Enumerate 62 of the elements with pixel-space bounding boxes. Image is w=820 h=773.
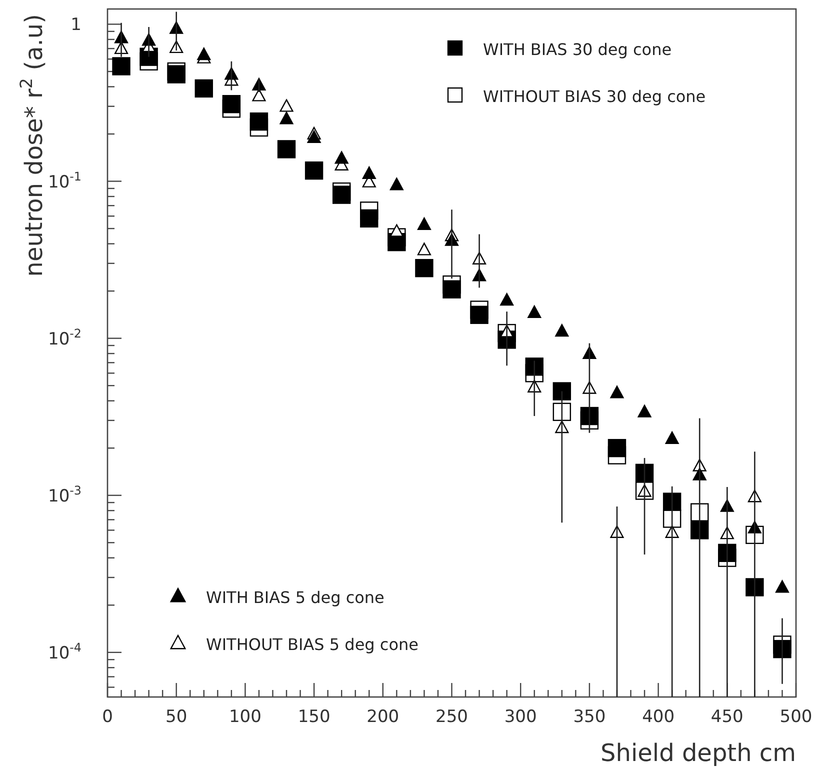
y-tick-label: 10$^{-2}$ <box>48 326 82 350</box>
x-tick-label: 250 <box>436 707 468 727</box>
y-tick-label: 10$^{-3}$ <box>48 483 82 506</box>
point <box>610 386 624 398</box>
point <box>250 112 268 131</box>
x-tick-label: 100 <box>228 707 262 727</box>
x-tick-label: 400 <box>642 707 675 727</box>
point <box>580 406 599 426</box>
point <box>304 161 324 180</box>
x-tick-label: 300 <box>504 707 537 727</box>
point <box>608 438 626 458</box>
x-tick-label: 200 <box>366 707 400 727</box>
point <box>277 140 296 158</box>
x-tick-label: 350 <box>573 707 606 727</box>
point <box>415 258 434 278</box>
point <box>252 88 266 102</box>
point <box>280 99 294 112</box>
point <box>194 79 213 98</box>
point <box>390 178 404 190</box>
point <box>500 293 514 306</box>
x-tick-label: 0 <box>102 707 113 727</box>
legend-label: WITH BIAS 5 deg cone <box>206 588 384 607</box>
x-axis-title: Shield depth cm <box>600 739 796 767</box>
point <box>552 382 572 400</box>
point <box>638 404 652 418</box>
point <box>555 324 569 337</box>
point <box>167 65 186 84</box>
point <box>417 242 431 256</box>
point <box>528 305 542 318</box>
point <box>773 640 792 658</box>
point <box>775 580 790 593</box>
point <box>360 209 378 228</box>
y-tick-label: 1 <box>70 15 82 36</box>
x-tick-label: 450 <box>710 707 744 727</box>
legend-label: WITHOUT BIAS 30 deg cone <box>483 87 706 106</box>
point <box>746 578 764 596</box>
point <box>332 186 351 204</box>
point <box>334 151 348 164</box>
y-tick-label: 10$^{-1}$ <box>48 169 82 192</box>
point <box>222 95 241 114</box>
point <box>112 57 130 76</box>
point <box>307 130 321 143</box>
point <box>718 544 736 562</box>
x-tick-label: 500 <box>780 707 812 727</box>
x-tick-label: 150 <box>298 707 330 727</box>
point <box>552 402 572 421</box>
point <box>665 431 679 444</box>
point <box>470 306 488 324</box>
legend-label: WITH BIAS 30 deg cone <box>483 40 672 59</box>
legend-label: WITHOUT BIAS 5 deg cone <box>206 635 418 654</box>
point <box>417 217 431 230</box>
point <box>442 280 461 298</box>
point <box>525 358 544 376</box>
y-tick-label: 10$^{-4}$ <box>48 640 82 664</box>
point <box>362 166 376 180</box>
point <box>197 48 211 60</box>
point <box>280 112 294 124</box>
point <box>662 492 682 511</box>
point <box>690 521 709 540</box>
point <box>635 464 654 482</box>
x-tick-label: 50 <box>166 707 188 727</box>
point <box>690 503 709 522</box>
